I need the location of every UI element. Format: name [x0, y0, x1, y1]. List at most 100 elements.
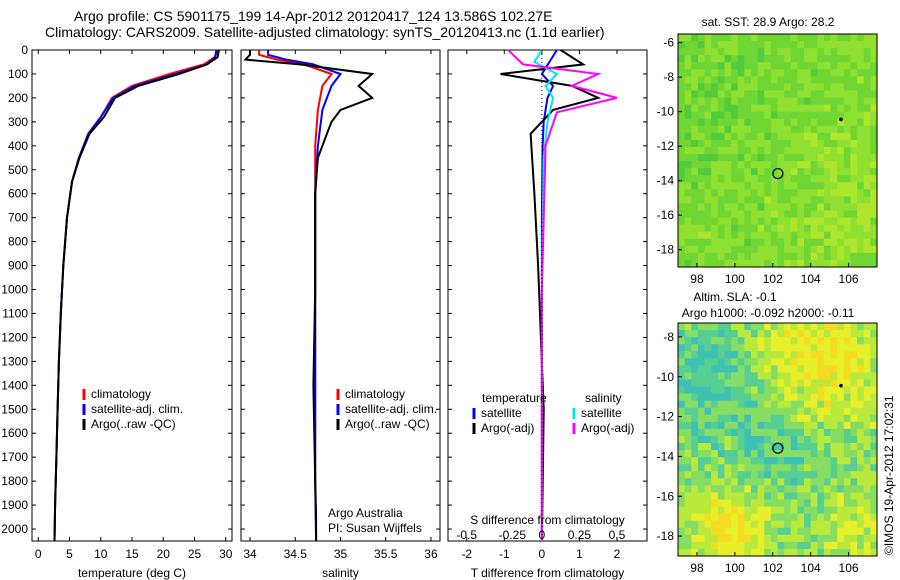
map-cell — [678, 90, 686, 99]
map-cell — [678, 182, 686, 190]
map-cell — [830, 548, 838, 557]
map-cell — [863, 104, 871, 113]
map-cell — [744, 358, 752, 366]
map-cell — [777, 386, 785, 395]
map-cell — [757, 259, 765, 268]
map-cell — [797, 76, 805, 85]
map-cell — [750, 485, 759, 494]
map-cell — [691, 435, 699, 444]
map-cell — [691, 443, 699, 451]
map-cell — [790, 541, 798, 550]
map-cell — [731, 189, 739, 197]
map-cell — [790, 534, 798, 543]
map-cell — [850, 527, 858, 536]
map-cell — [744, 252, 752, 261]
map-cell — [764, 62, 772, 70]
map-cell — [717, 548, 726, 557]
legend-entry: climatology — [91, 387, 151, 401]
map-cell — [850, 471, 858, 479]
map-cell — [797, 210, 805, 219]
map-cell — [764, 386, 772, 395]
map-cell — [777, 400, 785, 409]
map-cell — [790, 414, 798, 423]
map-cell — [724, 541, 732, 550]
map-cell — [737, 55, 745, 63]
map-cell — [870, 139, 878, 148]
map-cell — [731, 414, 739, 423]
map-cell — [717, 414, 726, 423]
map-cell — [804, 139, 812, 148]
map-cell — [837, 428, 845, 437]
map-cell — [684, 421, 692, 430]
map-cell — [684, 259, 692, 268]
map-cell — [837, 245, 845, 254]
map-cell — [757, 55, 765, 63]
map-cell — [784, 421, 792, 430]
map-cell — [711, 41, 719, 49]
map-cell — [724, 386, 732, 395]
map-cell — [830, 76, 838, 85]
map-cell — [843, 182, 852, 190]
map-cell — [837, 139, 845, 148]
map-cell — [804, 34, 812, 42]
map-cell — [784, 435, 792, 444]
map-cell — [770, 210, 779, 219]
map-cell — [797, 548, 805, 557]
map-cell — [744, 97, 752, 106]
map-cell — [724, 168, 732, 176]
map-cell — [757, 485, 765, 494]
map-cell — [857, 534, 865, 543]
map-cell — [823, 513, 832, 522]
map-cell — [684, 400, 692, 409]
x-tick-label: -1 — [499, 547, 510, 561]
map-cell — [684, 48, 692, 56]
map-cell — [691, 62, 699, 70]
map-cell — [823, 125, 832, 134]
map-cell — [837, 492, 845, 501]
map-cell — [837, 83, 845, 92]
y-tick-label: 2000 — [1, 522, 28, 536]
map-cell — [691, 104, 699, 113]
map-cell — [830, 464, 838, 472]
map-cell — [731, 330, 739, 338]
map-cell — [784, 330, 792, 338]
map-cell — [711, 210, 719, 219]
map-cell — [784, 252, 792, 261]
map-cell — [691, 259, 699, 268]
map-cell — [843, 548, 852, 557]
map-cell — [804, 168, 812, 176]
map-cell — [697, 421, 706, 430]
map-cell — [843, 132, 852, 141]
map-cell — [797, 203, 805, 212]
map-cell — [784, 132, 792, 141]
map-cell — [770, 541, 779, 550]
map-cell — [711, 231, 719, 240]
map-cell — [684, 450, 692, 458]
map-cell — [731, 245, 739, 254]
map-cell — [757, 492, 765, 501]
map-cell — [843, 520, 852, 529]
map-cell — [731, 125, 739, 134]
map-cell — [810, 132, 818, 141]
map-cell — [731, 69, 739, 77]
map-cell — [737, 182, 745, 190]
map-cell — [784, 407, 792, 416]
map-cell — [870, 161, 878, 169]
map-cell — [724, 372, 732, 381]
map-cell — [711, 443, 719, 451]
map-cell — [724, 55, 732, 63]
map-cell — [843, 372, 852, 381]
map-cell — [857, 231, 865, 240]
map-cell — [823, 337, 832, 345]
map-cell — [790, 520, 798, 529]
map-cell — [823, 534, 832, 543]
map-cell — [678, 400, 686, 409]
map-cell — [704, 450, 712, 458]
map-cell — [823, 168, 832, 176]
map-cell — [850, 435, 858, 444]
map-cell — [797, 69, 805, 77]
map-cell — [737, 513, 745, 522]
map-cell — [684, 386, 692, 395]
map-cell — [717, 471, 726, 479]
map-cell — [770, 83, 779, 92]
